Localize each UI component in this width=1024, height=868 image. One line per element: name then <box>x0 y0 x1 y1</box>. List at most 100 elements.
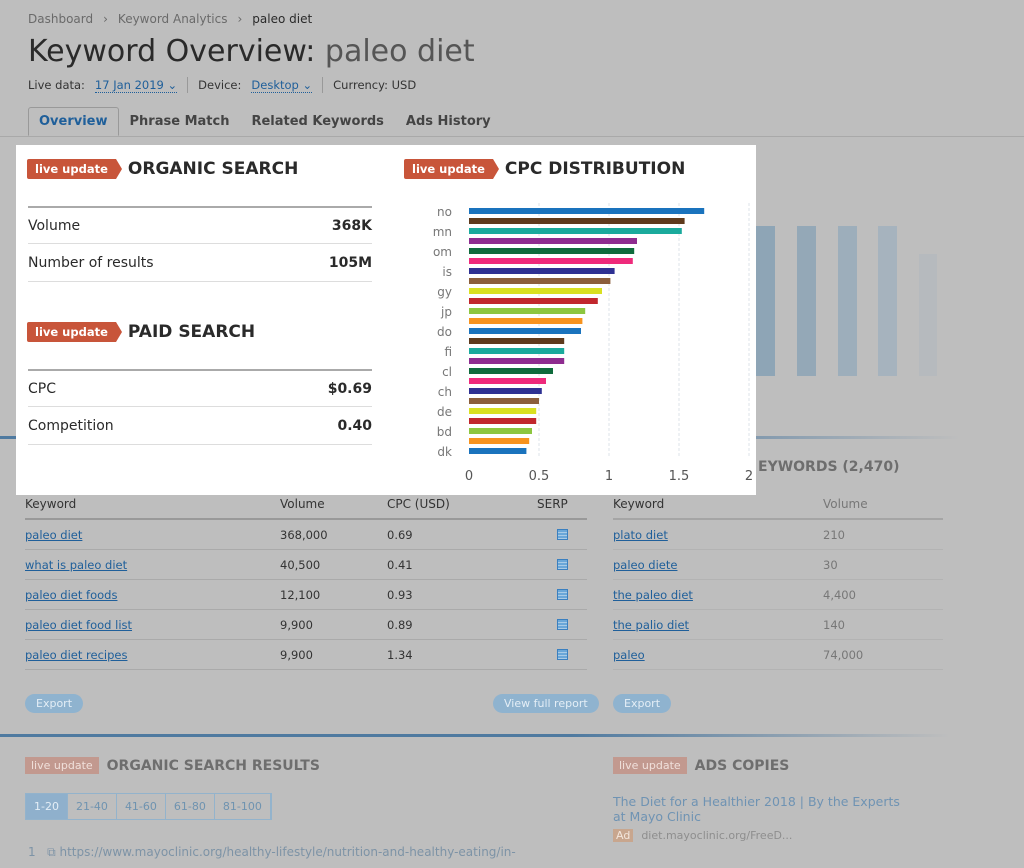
keyword-link[interactable]: paleo diet recipes <box>25 647 128 662</box>
bar[interactable] <box>469 408 537 414</box>
tab-related-keywords[interactable]: Related Keywords <box>251 114 384 129</box>
x-tick-label: 1.5 <box>669 469 690 484</box>
bar[interactable] <box>469 438 530 444</box>
table-row: paleo 74,000 <box>613 640 943 670</box>
serp-icon[interactable] <box>556 529 568 540</box>
breadcrumb-keyword-analytics[interactable]: Keyword Analytics <box>117 12 228 26</box>
organic-metrics: Volume 368K Number of results 105M <box>28 206 372 282</box>
export-button[interactable]: Export <box>613 694 672 713</box>
section-title: CPC DISTRIBUTION <box>504 159 686 179</box>
date-dropdown[interactable]: 17 Jan 2019 ⌄ <box>94 78 178 93</box>
page-button[interactable]: 21-40 <box>68 794 117 819</box>
chevron-right-icon: › <box>103 12 108 26</box>
keyword-link[interactable]: paleo diet foods <box>25 587 118 602</box>
page-button[interactable]: 81-100 <box>215 794 271 819</box>
divider <box>322 77 324 93</box>
organic-results-header: live update ORGANIC SEARCH RESULTS <box>25 757 320 774</box>
serp-icon[interactable] <box>556 649 568 660</box>
tab-phrase-match[interactable]: Phrase Match <box>129 114 230 129</box>
result-url[interactable]: https://www.mayoclinic.org/healthy-lifes… <box>59 845 516 859</box>
bar[interactable] <box>469 388 542 394</box>
y-category-label: bd <box>437 425 452 439</box>
view-full-report-button[interactable]: View full report <box>493 694 599 713</box>
result-index: 1 <box>28 845 36 859</box>
keyword-link[interactable]: the palio diet <box>613 617 690 632</box>
bar[interactable] <box>469 328 581 334</box>
bar[interactable] <box>469 368 553 374</box>
bar[interactable] <box>469 248 635 254</box>
metric-row: CPC $0.69 <box>28 369 372 407</box>
keyword-link[interactable]: the paleo diet <box>613 587 693 602</box>
device-dropdown[interactable]: Desktop ⌄ <box>251 78 313 93</box>
ads-copies-header: live update ADS COPIES <box>613 757 789 774</box>
serp-icon[interactable] <box>556 619 568 630</box>
page-button[interactable]: 1-20 <box>26 794 68 819</box>
bar[interactable] <box>469 418 537 424</box>
bar[interactable] <box>469 208 705 214</box>
keyword-link[interactable]: plato diet <box>613 527 668 542</box>
keyword-link[interactable]: paleo <box>613 647 645 662</box>
related-keywords-title: EYWORDS (2,470) <box>758 459 900 475</box>
tab-overview[interactable]: Overview <box>28 107 119 136</box>
export-button[interactable]: Export <box>25 694 84 713</box>
device-label: Device: <box>198 78 242 92</box>
keyword-link[interactable]: what is paleo diet <box>25 557 128 572</box>
y-category-label: mn <box>433 225 452 239</box>
bar[interactable] <box>469 298 598 304</box>
keyword-link[interactable]: paleo diet food list <box>25 617 133 632</box>
currency-label: Currency: USD <box>333 78 417 92</box>
table-row: paleo diet 368,000 0.69 <box>25 520 587 550</box>
serp-icon[interactable] <box>556 589 568 600</box>
bar[interactable] <box>469 378 546 384</box>
volume-cell: 9,900 <box>280 617 313 632</box>
cpc-distribution-header: live update CPC DISTRIBUTION <box>404 159 685 179</box>
ad-title-line1: The Diet for a Healthier 2018 | By the E… <box>613 794 900 809</box>
trend-bar <box>756 226 775 376</box>
keyword-link[interactable]: paleo diet <box>25 527 83 542</box>
bar[interactable] <box>469 428 532 434</box>
ad-title-link[interactable]: The Diet for a Healthier 2018 | By the E… <box>613 794 943 824</box>
column-header: Volume <box>280 497 325 511</box>
serp-icon[interactable] <box>556 559 568 570</box>
tab-ads-history[interactable]: Ads History <box>405 114 491 129</box>
bar[interactable] <box>469 348 565 354</box>
bar[interactable] <box>469 258 633 264</box>
section-title: ADS COPIES <box>694 757 790 774</box>
tab-bar: Overview Phrase Match Related Keywords A… <box>28 107 502 136</box>
bar[interactable] <box>469 278 611 284</box>
bar[interactable] <box>469 308 586 314</box>
bar[interactable] <box>469 268 615 274</box>
metric-label: Competition <box>28 417 114 434</box>
volume-cell: 9,900 <box>280 647 313 662</box>
bar[interactable] <box>469 238 637 244</box>
trend-bar <box>878 226 897 376</box>
metric-value: 368K <box>331 217 372 234</box>
bar[interactable] <box>469 318 583 324</box>
keyword-link[interactable]: paleo diete <box>613 557 678 572</box>
cpc-cell: 0.69 <box>387 527 413 542</box>
table-row: paleo diet food list 9,900 0.89 <box>25 610 587 640</box>
bar[interactable] <box>469 448 527 454</box>
page-button[interactable]: 41-60 <box>117 794 166 819</box>
chevron-right-icon: › <box>237 12 243 26</box>
divider <box>0 136 1024 137</box>
bar[interactable] <box>469 228 682 234</box>
volume-cell: 30 <box>823 557 838 572</box>
bar[interactable] <box>469 218 685 224</box>
y-category-label: om <box>433 245 452 259</box>
live-update-badge: live update <box>27 159 122 179</box>
table-row: the paleo diet 4,400 <box>613 580 943 610</box>
table-row: what is paleo diet 40,500 0.41 <box>25 550 587 580</box>
y-category-label: fi <box>444 345 452 359</box>
bar[interactable] <box>469 338 565 344</box>
page-button[interactable]: 61-80 <box>166 794 215 819</box>
volume-cell: 368,000 <box>280 527 328 542</box>
breadcrumb-dashboard[interactable]: Dashboard <box>28 12 94 26</box>
bar[interactable] <box>469 398 539 404</box>
metric-row: Volume 368K <box>28 206 372 244</box>
breadcrumb-current: paleo diet <box>252 12 313 26</box>
column-header: Volume <box>823 497 868 511</box>
bar[interactable] <box>469 288 602 294</box>
x-tick-label: 0 <box>465 469 473 484</box>
bar[interactable] <box>469 358 565 364</box>
